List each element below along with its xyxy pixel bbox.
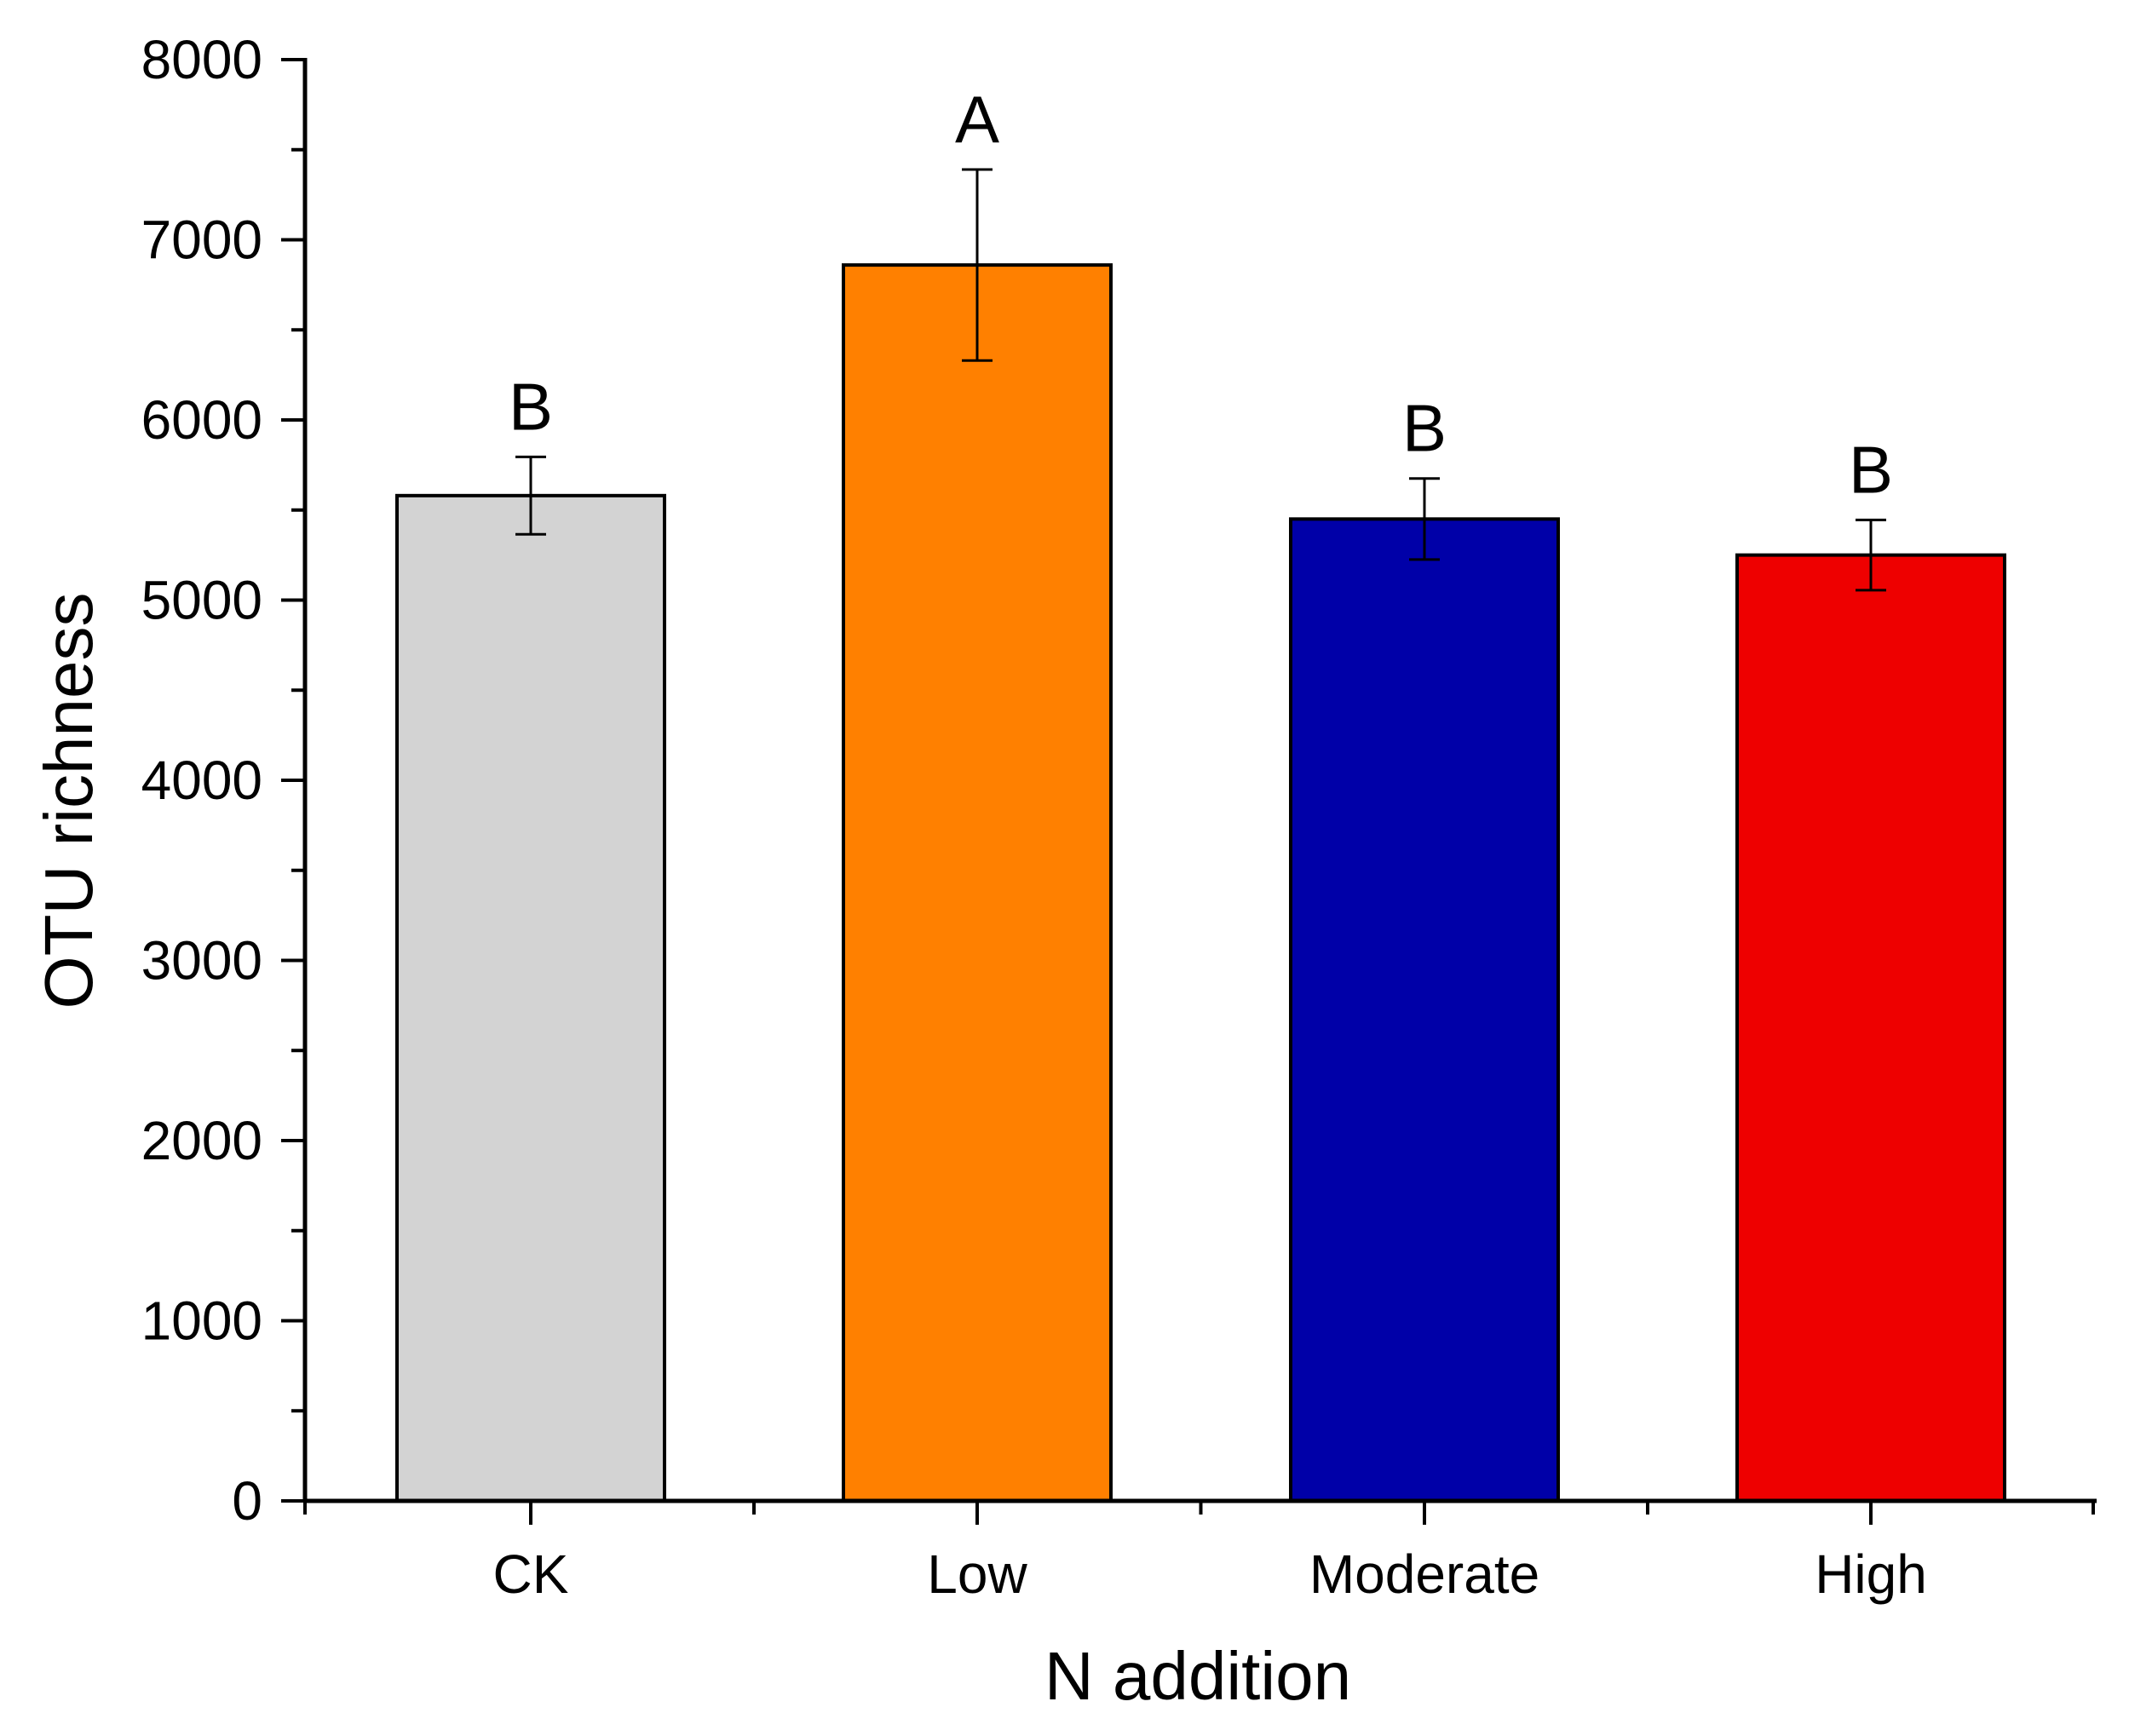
x-tick-label-high: High [1815,1543,1927,1605]
significance-letter-moderate: B [1402,391,1447,466]
bar-moderate [1289,517,1560,1503]
y-tick-label: 1000 [141,1291,262,1352]
bars-layer [395,263,2006,1503]
y-axis-title: OTU richness [31,593,106,1009]
x-tick-label-moderate: Moderate [1309,1543,1539,1605]
y-tick-label: 6000 [141,389,262,451]
significance-letter-high: B [1849,432,1893,507]
bar-high [1735,553,2006,1503]
y-tick-label: 5000 [141,570,262,631]
y-tick-label: 2000 [141,1110,262,1171]
x-axis-title: N addition [1044,1638,1351,1714]
significance-letter-ck: B [509,369,553,444]
y-tick-label: 8000 [141,29,262,90]
y-tick-label: 3000 [141,930,262,992]
bar-ck [395,493,666,1503]
bar-low [842,263,1113,1503]
y-tick-label: 7000 [141,210,262,271]
y-tick-label: 0 [232,1470,262,1532]
significance-letters-layer: B A B B [509,82,1893,507]
x-tick-label-ck: CK [493,1543,569,1605]
error-bar-ck [515,455,546,536]
error-bars-layer [515,168,1886,592]
y-tick-label: 4000 [141,750,262,811]
x-tick-label-low: Low [927,1543,1027,1605]
error-bar-moderate [1409,477,1440,561]
significance-letter-low: A [955,82,999,157]
error-bar-high [1856,518,1886,592]
ticks-layer: CK Low Moderate High 0 1000 2000 3000 4000 5000 60… [141,29,2095,1605]
error-bar-low [962,168,993,362]
